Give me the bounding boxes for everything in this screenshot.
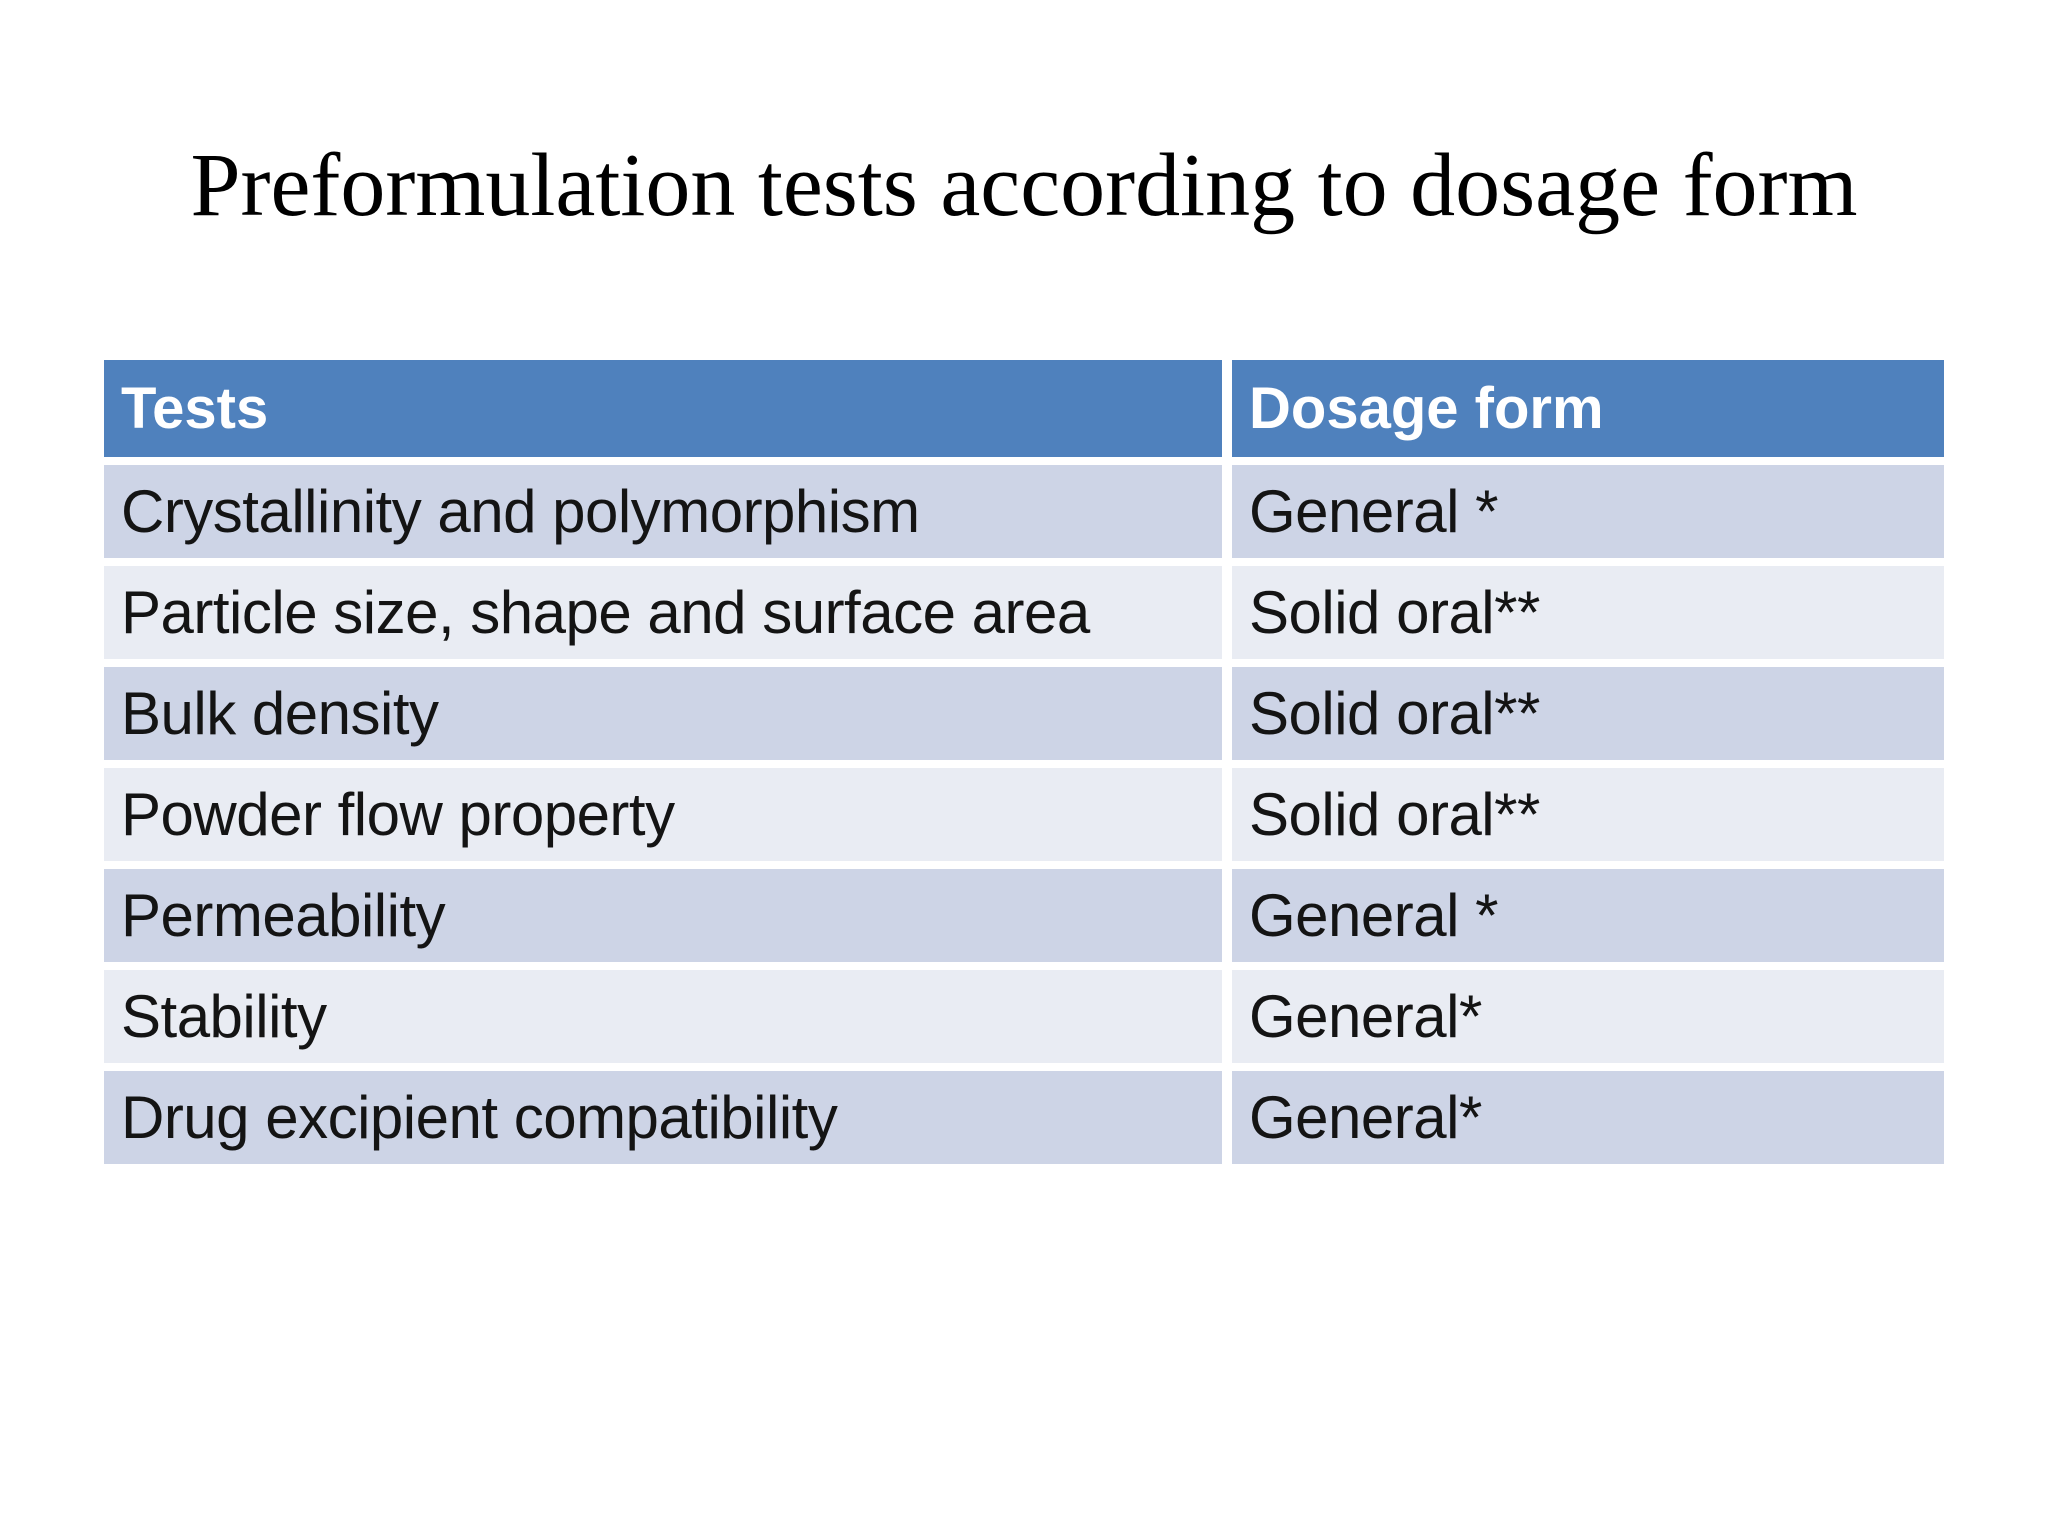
page-title: Preformulation tests according to dosage… — [190, 136, 1858, 235]
dosage-form-cell: Solid oral** — [1232, 667, 1944, 760]
dosage-form-cell: Solid oral** — [1232, 768, 1944, 861]
test-cell: Powder flow property — [104, 768, 1222, 861]
test-cell: Crystallinity and polymorphism — [104, 465, 1222, 558]
dosage-form-cell: General * — [1232, 869, 1944, 962]
preformulation-table: Tests Dosage form Crystallinity and poly… — [104, 360, 1944, 1164]
test-cell: Bulk density — [104, 667, 1222, 760]
dosage-form-cell: Solid oral** — [1232, 566, 1944, 659]
test-cell: Stability — [104, 970, 1222, 1063]
test-cell: Particle size, shape and surface area — [104, 566, 1222, 659]
dosage-form-cell: General * — [1232, 465, 1944, 558]
header-cell-tests: Tests — [104, 360, 1222, 457]
dosage-form-cell: General* — [1232, 970, 1944, 1063]
test-cell: Drug excipient compatibility — [104, 1071, 1222, 1164]
dosage-form-cell: General* — [1232, 1071, 1944, 1164]
test-cell: Permeability — [104, 869, 1222, 962]
header-cell-dosage-form: Dosage form — [1232, 360, 1944, 457]
